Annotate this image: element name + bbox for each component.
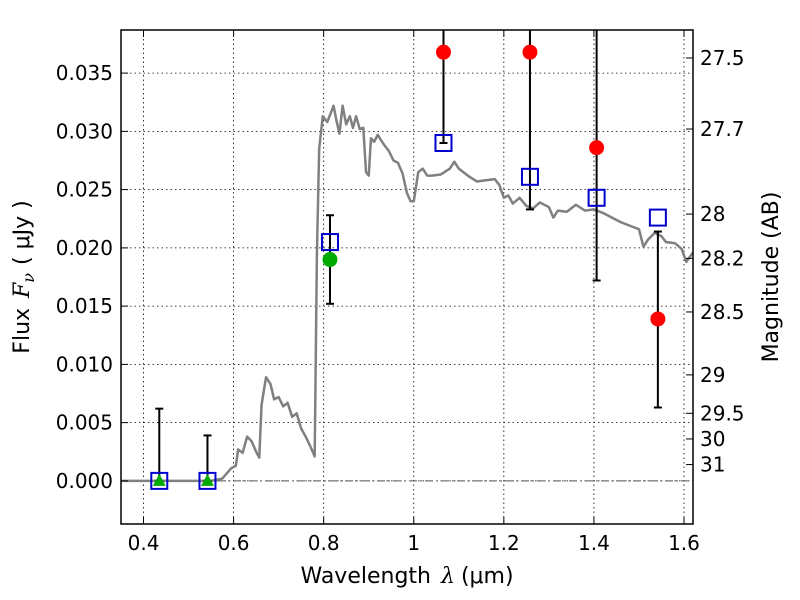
y-tick-label: 0.010 bbox=[56, 352, 113, 376]
x-tick-label: 1.2 bbox=[488, 531, 520, 555]
model-square-marker bbox=[198, 471, 217, 490]
plot-frame bbox=[120, 29, 694, 525]
sed-curve-group bbox=[121, 104, 693, 483]
points-group bbox=[152, 44, 666, 486]
mag-tick-label: 29 bbox=[700, 363, 725, 387]
x-tick-label: 0.8 bbox=[308, 531, 340, 555]
mag-tick-label: 27.5 bbox=[700, 46, 745, 70]
x-tick-label: 1.6 bbox=[668, 531, 700, 555]
y-tick-label: 0.005 bbox=[56, 411, 113, 435]
y-axis-label: Flux Fν ( μJy ) bbox=[10, 200, 38, 353]
model-square-marker bbox=[587, 188, 606, 207]
y-tick-label: 0.025 bbox=[56, 178, 113, 202]
model-square-marker bbox=[520, 167, 539, 186]
mag-tick-label: 27.7 bbox=[700, 117, 745, 141]
y2-axis-label: Magnitude (AB) bbox=[759, 192, 784, 363]
model-squares-group bbox=[150, 134, 667, 490]
red-data-point bbox=[589, 140, 605, 156]
mag-tick-label: 28.2 bbox=[700, 246, 745, 270]
red-data-point bbox=[522, 44, 538, 60]
x-axis-label-symbol: λ bbox=[440, 564, 455, 589]
model-square-marker bbox=[434, 134, 453, 153]
green-data-triangle bbox=[152, 473, 166, 486]
model-square-marker bbox=[648, 208, 667, 227]
x-axis-label: Wavelength λ (μm) bbox=[300, 564, 513, 589]
green-data-point bbox=[322, 252, 338, 268]
mag-tick-label: 30 bbox=[700, 427, 725, 451]
x-axis-label-unit: (μm) bbox=[461, 564, 514, 589]
y-axis-label-prefix: Flux bbox=[10, 308, 35, 354]
x-tick-label: 0.6 bbox=[218, 531, 250, 555]
y-tick-label: 0.020 bbox=[56, 236, 113, 260]
y-tick-label: 0.015 bbox=[56, 294, 113, 318]
mag-tick-label: 31 bbox=[700, 453, 725, 477]
y-axis-label-symbol: F bbox=[10, 282, 35, 299]
mag-tick-label: 28 bbox=[700, 202, 725, 226]
x-tick-label: 1 bbox=[407, 531, 420, 555]
mag-tick-label: 28.5 bbox=[700, 300, 745, 324]
red-data-point bbox=[435, 44, 451, 60]
mag-tick-label: 29.5 bbox=[700, 401, 745, 425]
sed-curve-line bbox=[121, 104, 693, 483]
y-axis-label-unit: ( μJy ) bbox=[10, 200, 35, 265]
y-axis-ticks: 0.000 0.005 0.010 0.015 0.020 0.025 0.030 0.035 bbox=[56, 61, 128, 493]
model-square-marker bbox=[150, 471, 169, 490]
x-axis-ticks: 0.4 0.6 0.8 1 1.2 1.4 1.6 bbox=[128, 30, 700, 555]
y-tick-label: 0.000 bbox=[56, 469, 113, 493]
plot-area bbox=[121, 30, 693, 524]
x-axis-label-prefix: Wavelength bbox=[300, 564, 431, 589]
model-square-marker bbox=[320, 233, 339, 252]
green-data-triangle bbox=[200, 473, 214, 486]
red-data-point bbox=[650, 311, 666, 327]
x-tick-label: 1.4 bbox=[578, 531, 610, 555]
y-tick-label: 0.030 bbox=[56, 119, 113, 143]
x-tick-label: 0.4 bbox=[128, 531, 160, 555]
y-axis-label-subscript: ν bbox=[19, 273, 38, 283]
y-tick-label: 0.035 bbox=[56, 61, 113, 85]
